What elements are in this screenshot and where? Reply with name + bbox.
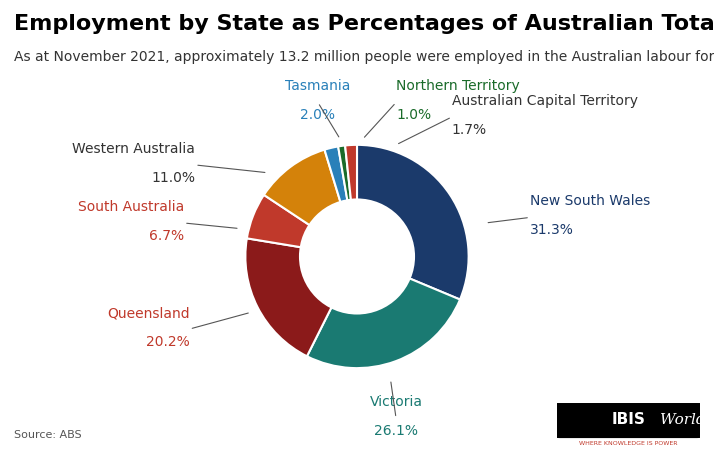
Text: 31.3%: 31.3% [530, 223, 574, 237]
Text: Australian Capital Territory: Australian Capital Territory [452, 94, 638, 108]
FancyBboxPatch shape [553, 403, 704, 437]
Text: 1.0%: 1.0% [396, 108, 431, 122]
Wedge shape [247, 195, 357, 256]
Text: WHERE KNOWLEDGE IS POWER: WHERE KNOWLEDGE IS POWER [579, 441, 678, 446]
Text: 26.1%: 26.1% [374, 424, 418, 438]
Text: South Australia: South Australia [78, 200, 184, 214]
Text: 11.0%: 11.0% [151, 170, 195, 185]
Wedge shape [338, 146, 357, 256]
Text: IBIS: IBIS [611, 413, 645, 427]
Text: Western Australia: Western Australia [72, 142, 195, 156]
Text: As at November 2021, approximately 13.2 million people were employed in the Aust: As at November 2021, approximately 13.2 … [14, 50, 714, 65]
Wedge shape [357, 145, 468, 300]
Wedge shape [345, 145, 357, 256]
Text: Tasmania: Tasmania [285, 80, 351, 93]
Text: 6.7%: 6.7% [149, 229, 184, 243]
Text: Queensland: Queensland [107, 306, 189, 320]
Wedge shape [246, 238, 357, 356]
Text: Northern Territory: Northern Territory [396, 80, 520, 93]
Text: New South Wales: New South Wales [530, 195, 650, 208]
Text: Employment by State as Percentages of Australian Total: Employment by State as Percentages of Au… [14, 14, 714, 34]
Text: 1.7%: 1.7% [452, 122, 487, 136]
Text: 20.2%: 20.2% [146, 335, 189, 349]
Text: Victoria: Victoria [370, 395, 423, 409]
Circle shape [299, 198, 415, 315]
Wedge shape [324, 147, 357, 256]
Wedge shape [307, 256, 460, 368]
Text: Source: ABS: Source: ABS [14, 430, 82, 440]
Text: World: World [660, 413, 705, 427]
Wedge shape [264, 150, 357, 256]
Text: 2.0%: 2.0% [301, 108, 336, 122]
